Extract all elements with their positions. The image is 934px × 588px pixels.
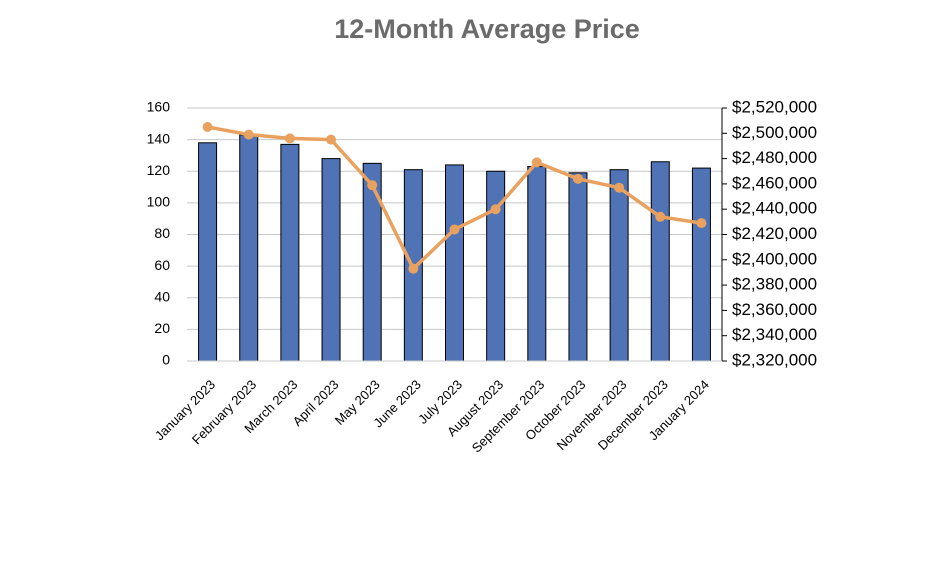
line-marker [408,263,419,274]
bar [198,142,218,362]
bar [568,172,588,362]
line-marker [572,173,583,184]
bar [527,166,547,362]
y2-tick-label: $2,340,000 [732,325,817,344]
line-marker [696,218,707,229]
line-marker [367,180,378,191]
y2-tick-label: $2,320,000 [732,350,817,369]
y2-tick-label: $2,520,000 [732,97,817,116]
line-marker [202,121,213,132]
line-marker [655,211,666,222]
line-marker [284,133,295,144]
bar [362,162,382,362]
y2-tick-label: $2,460,000 [732,173,817,192]
y2-tick-label: $2,500,000 [732,123,817,142]
line-marker [449,224,460,235]
chart-title: 12-Month Average Price [334,14,640,44]
y-tick-label: 140 [147,130,171,146]
x-tick-label: December 2023 [595,377,671,453]
bar [321,158,341,362]
y2-tick-label: $2,380,000 [732,275,817,294]
bar [650,161,670,362]
bar [445,164,464,362]
y-tick-label: 0 [162,352,170,368]
line-marker [490,204,501,215]
bar [609,169,629,362]
line-marker [326,134,337,145]
y-tick-label: 60 [154,257,170,273]
y-tick-label: 100 [147,194,171,210]
y2-tick-label: $2,440,000 [732,199,817,218]
y-tick-label: 120 [147,162,171,178]
y2-tick-label: $2,400,000 [732,249,817,268]
y-tick-label: 20 [154,320,170,336]
y2-tick-label: $2,360,000 [732,300,817,319]
y2-tick-label: $2,480,000 [732,148,817,167]
x-tick-label: September 2023 [469,377,548,456]
bar [280,143,300,362]
line-marker [614,182,625,193]
y2-tick-label: $2,420,000 [732,224,817,243]
bar [239,134,259,362]
line-marker [243,129,254,140]
y-tick-label: 160 [147,99,171,115]
y-tick-label: 40 [154,288,170,304]
bar [691,167,711,362]
x-tick-label: November 2023 [554,377,630,453]
line-marker [531,157,542,168]
y-tick-label: 80 [154,225,170,241]
